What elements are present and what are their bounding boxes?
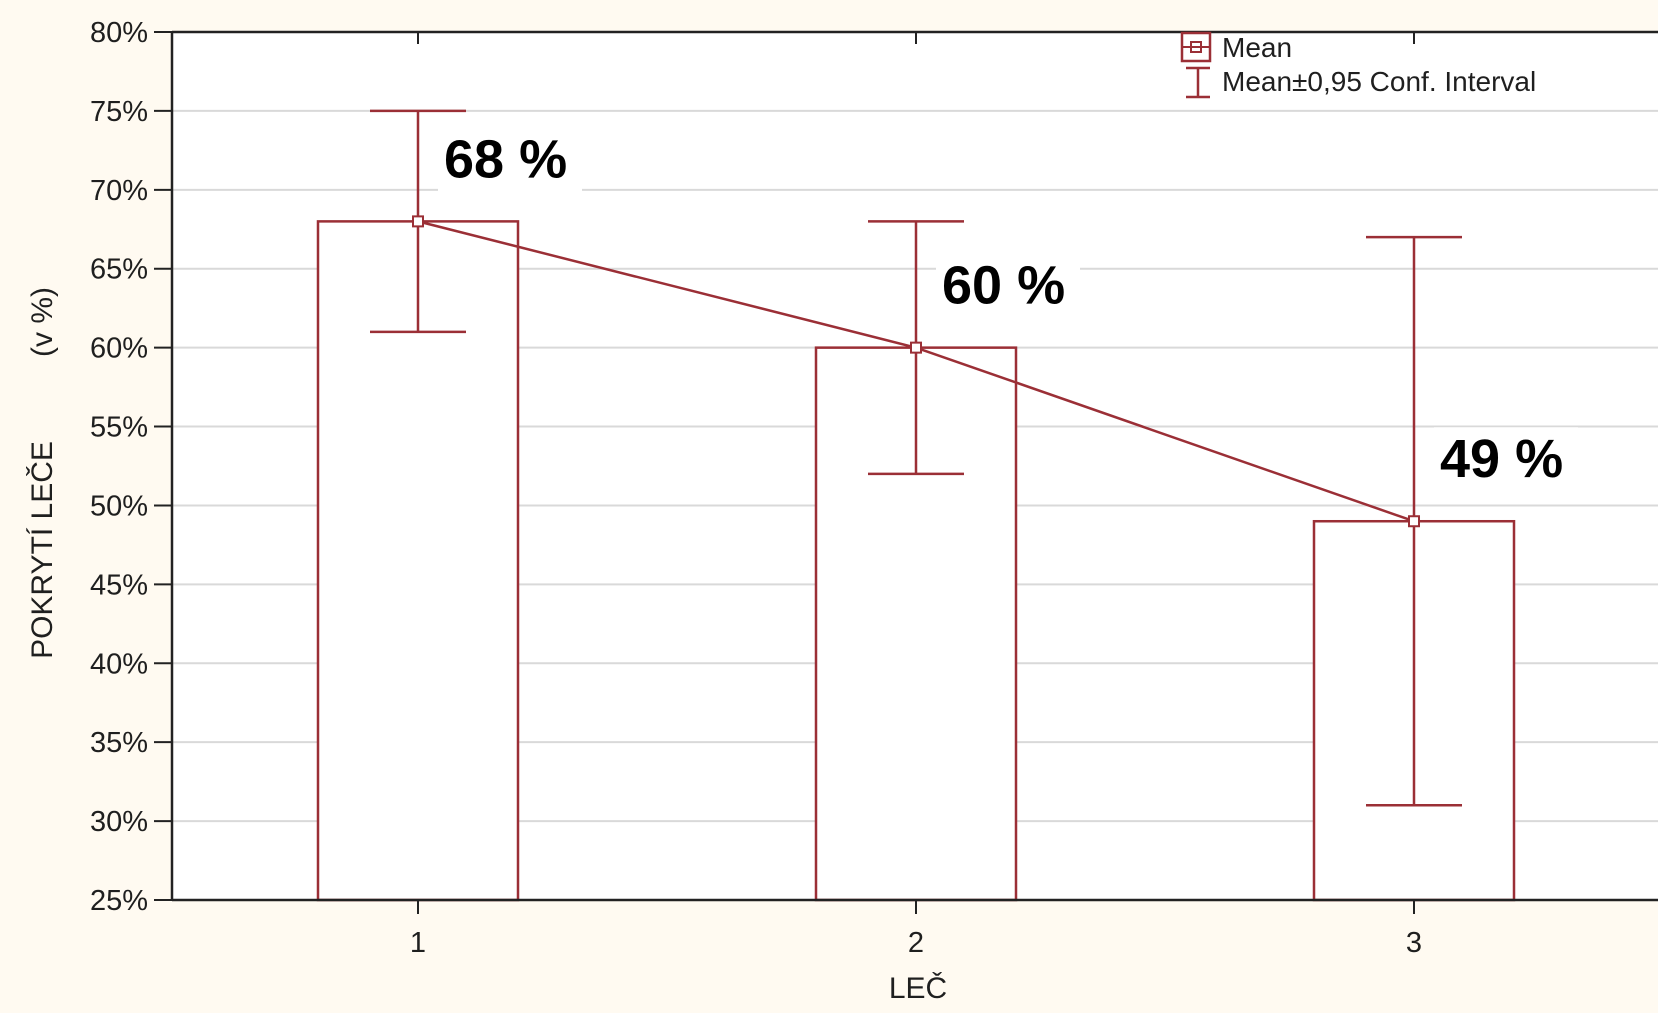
value-label-background bbox=[1434, 427, 1578, 496]
y-tick-label: 80% bbox=[90, 17, 148, 49]
y-tick-label: 75% bbox=[90, 96, 148, 128]
y-tick-label: 30% bbox=[90, 806, 148, 838]
mean-point bbox=[1408, 515, 1420, 528]
legend: Mean Mean±0,95 Conf. Interval bbox=[1180, 31, 1536, 99]
y-tick-label: 60% bbox=[90, 333, 148, 365]
legend-mean-label: Mean bbox=[1222, 32, 1292, 63]
x-tick-label: 2 bbox=[908, 927, 924, 959]
x-tick-labels: 1 2 3 bbox=[410, 32, 1422, 959]
value-label-background bbox=[936, 253, 1080, 322]
value-label: 49 % bbox=[1440, 429, 1563, 489]
mean-point bbox=[412, 215, 424, 228]
y-tick-label: 50% bbox=[90, 490, 148, 522]
x-tick-label: 3 bbox=[1406, 927, 1422, 959]
x-axis-title: LEČ bbox=[889, 971, 947, 1005]
bars bbox=[316, 220, 1516, 902]
y-tick-label: 70% bbox=[90, 175, 148, 207]
value-labels: 68 % 60 % 49 % bbox=[438, 127, 1578, 496]
y-tick-label: 55% bbox=[90, 412, 148, 444]
value-label: 60 % bbox=[942, 256, 1065, 316]
y-tick-labels: 25% 30% 35% 40% 45% 50% 55% 60% 65% 70% 75% 80% bbox=[90, 17, 172, 917]
y-tick-label: 45% bbox=[90, 569, 148, 601]
legend-ci-label: Mean±0,95 Conf. Interval bbox=[1222, 66, 1536, 97]
error-bars bbox=[370, 109, 1462, 807]
value-label: 68 % bbox=[444, 129, 567, 189]
y-tick-label: 40% bbox=[90, 648, 148, 680]
y-tick-label: 65% bbox=[90, 254, 148, 286]
value-label-background bbox=[438, 127, 582, 196]
bar bbox=[316, 220, 520, 902]
mean-point bbox=[910, 341, 922, 354]
y-tick-label: 25% bbox=[90, 885, 148, 917]
y-axis-unit: (v %) bbox=[26, 287, 59, 357]
y-axis-title: POKRYTÍ LEČE bbox=[25, 441, 59, 659]
y-tick-label: 35% bbox=[90, 727, 148, 759]
x-tick-label: 1 bbox=[410, 927, 426, 959]
